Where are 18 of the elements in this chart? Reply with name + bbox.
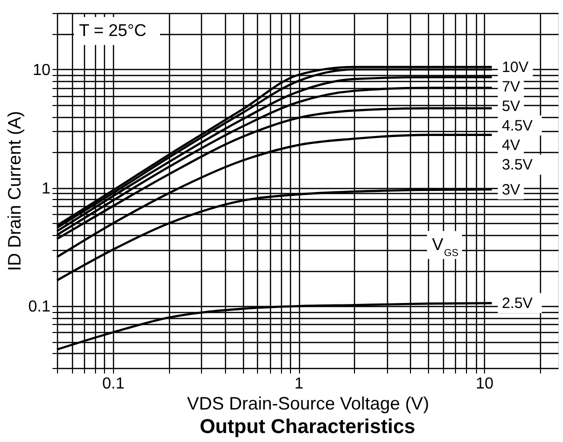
annotation: T = 25°C — [79, 21, 146, 40]
y-axis-title: ID Drain Current (A) — [4, 110, 24, 272]
series-label: 3.5V — [502, 156, 533, 174]
y-tick-label: 10 — [32, 62, 51, 79]
y-tick-label: 1 — [42, 180, 51, 198]
series-label: 10V — [502, 58, 529, 76]
x-tick-label: 10 — [476, 376, 494, 392]
text: 4V — [502, 137, 520, 154]
text: Output Characteristics — [200, 416, 416, 438]
x-tick-label: 1 — [294, 376, 304, 392]
series-label: 5V — [502, 98, 520, 115]
text: 4.5V — [502, 118, 533, 135]
series-label: 7V — [502, 78, 520, 96]
series-label: 3V — [502, 181, 520, 198]
x-tick-label: 0.1 — [102, 376, 125, 392]
x-axis-title: VDS Drain-Source Voltage (V) — [186, 394, 430, 414]
series-label: 2.5V — [502, 295, 533, 312]
y-tick-label: 0.1 — [28, 298, 51, 316]
